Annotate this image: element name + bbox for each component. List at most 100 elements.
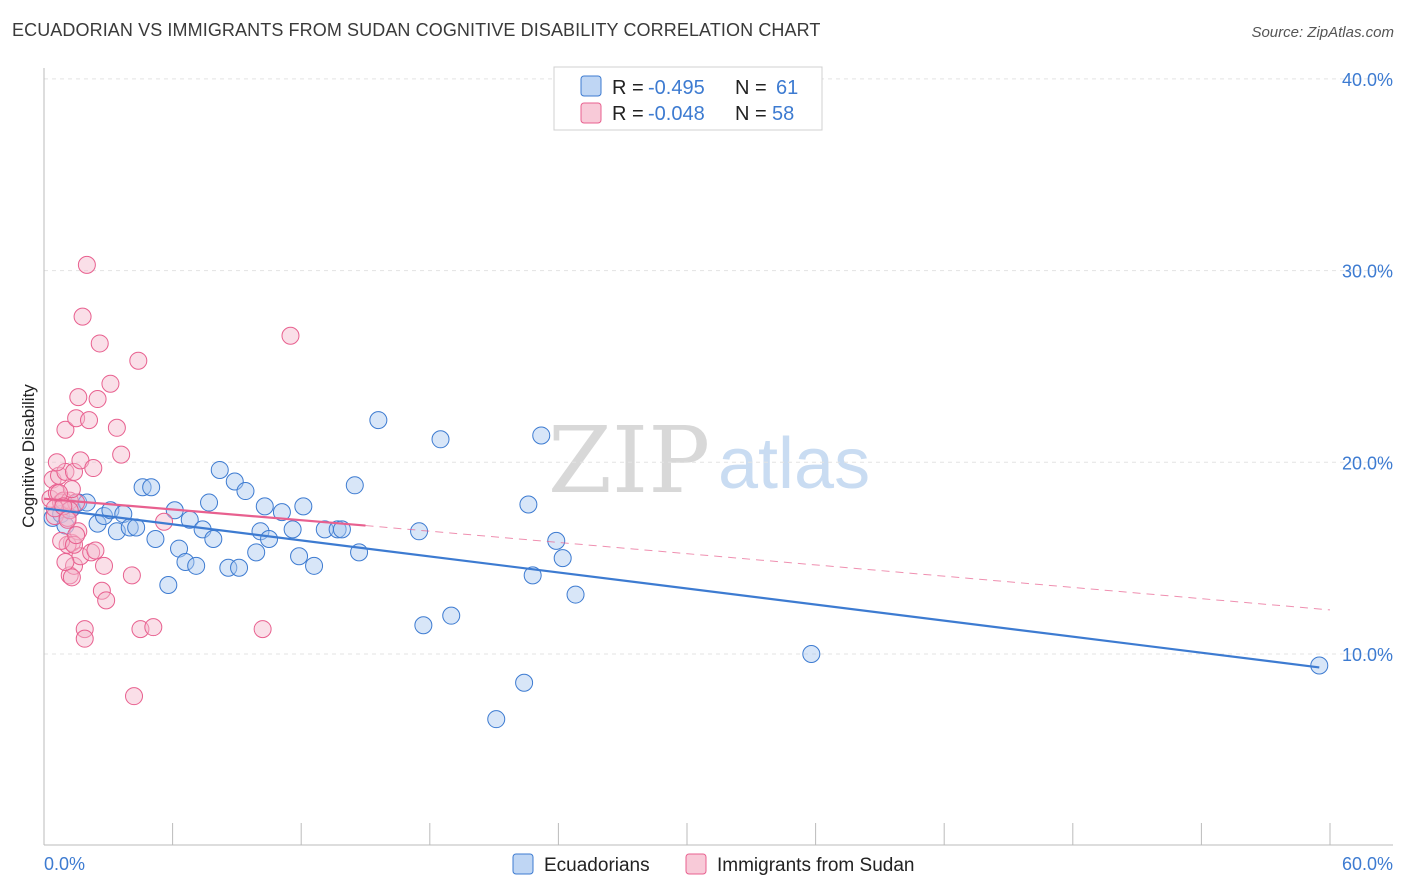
point-sudan	[95, 556, 114, 575]
point-ecuadorian	[345, 476, 364, 495]
legend-swatch-blue	[580, 75, 602, 97]
point-ecuadorian	[802, 645, 821, 663]
trend-line-sudan	[43, 497, 366, 527]
point-sudan	[50, 483, 69, 502]
legend-n-value-blue: 61	[776, 77, 798, 99]
point-ecuadorian	[260, 529, 279, 548]
legend-r-value-pink: -0.048	[648, 103, 705, 125]
point-sudan	[75, 620, 94, 639]
point-ecuadorian	[523, 566, 542, 585]
y-tick-label: 40.0%	[1342, 70, 1393, 90]
point-ecuadorian	[219, 558, 238, 577]
point-ecuadorian	[431, 430, 450, 449]
x-tick-label-max: 60.0%	[1342, 854, 1393, 874]
watermark-atlas: atlas	[718, 424, 870, 504]
point-ecuadorian	[247, 543, 266, 562]
point-sudan	[47, 453, 66, 472]
point-sudan	[58, 510, 77, 529]
chart-title: ECUADORIAN VS IMMIGRANTS FROM SUDAN COGN…	[12, 20, 821, 40]
point-sudan	[88, 390, 107, 409]
point-ecuadorian	[200, 493, 219, 512]
point-sudan	[112, 445, 131, 464]
legend-n-label-blue: N =	[735, 77, 767, 99]
point-sudan	[65, 462, 84, 481]
series-legend: Ecuadorians Immigrants from Sudan	[512, 853, 914, 876]
legend-n-label-pink: N =	[735, 103, 767, 125]
y-tick-labels: 10.0% 20.0% 30.0% 40.0%	[1342, 70, 1393, 665]
trend-line-sudan-extension	[365, 525, 1331, 611]
series-legend-swatch-pink	[685, 853, 707, 875]
point-ecuadorian	[283, 520, 302, 539]
x-tick-label-min: 0.0%	[44, 854, 85, 874]
point-ecuadorian	[159, 575, 178, 594]
y-tick-label: 30.0%	[1342, 262, 1393, 282]
watermark-zip: ZIP	[548, 407, 710, 514]
point-sudan	[125, 687, 144, 706]
point-ecuadorian	[519, 495, 538, 514]
point-sudan	[281, 326, 300, 345]
point-ecuadorian	[187, 556, 206, 575]
point-ecuadorian	[547, 531, 566, 550]
chart-source: Source: ZipAtlas.com	[1251, 24, 1394, 41]
point-ecuadorian	[210, 460, 229, 479]
series-legend-swatch-blue	[512, 853, 534, 875]
x-ticks	[43, 823, 1331, 845]
series-sudan	[41, 255, 300, 706]
point-ecuadorian	[328, 520, 347, 539]
point-sudan	[73, 307, 92, 326]
point-sudan	[122, 566, 141, 585]
point-ecuadorian	[294, 497, 313, 516]
point-ecuadorian	[236, 482, 255, 501]
correlation-legend: R = -0.495 N = 61 R = -0.048 N = 58	[553, 66, 823, 131]
legend-swatch-pink	[580, 102, 602, 124]
series-legend-label-ecuadorians: Ecuadorians	[544, 855, 650, 876]
point-ecuadorian	[332, 520, 351, 539]
legend-r-label-blue: R =	[612, 77, 644, 99]
point-ecuadorian	[515, 673, 534, 692]
y-axis-label: Cognitive Disability	[19, 384, 38, 528]
point-sudan	[144, 618, 163, 637]
point-ecuadorian	[204, 529, 223, 548]
point-sudan	[129, 351, 148, 370]
point-sudan	[92, 581, 111, 600]
point-ecuadorian	[146, 529, 165, 548]
point-ecuadorian	[230, 558, 249, 577]
point-sudan	[62, 568, 81, 587]
legend-n-value-pink: 58	[772, 103, 794, 125]
point-ecuadorian	[290, 547, 309, 566]
point-sudan	[107, 418, 126, 437]
point-ecuadorian	[176, 552, 195, 571]
trend-line-ecuadorians	[43, 507, 1320, 669]
point-sudan	[97, 591, 116, 610]
point-sudan	[56, 552, 75, 571]
y-tick-label: 20.0%	[1342, 453, 1393, 473]
point-sudan	[75, 629, 94, 648]
point-sudan	[253, 620, 272, 639]
point-ecuadorian	[553, 549, 572, 568]
point-ecuadorian	[369, 411, 388, 430]
trend-lines	[43, 497, 1331, 669]
legend-r-value-blue: -0.495	[648, 77, 705, 99]
point-ecuadorian	[142, 478, 161, 497]
point-sudan	[80, 411, 99, 430]
point-ecuadorian	[442, 606, 461, 625]
point-ecuadorian	[414, 616, 433, 635]
point-sudan	[67, 526, 86, 545]
point-sudan	[56, 420, 75, 439]
point-ecuadorian	[532, 426, 551, 445]
point-sudan	[90, 334, 109, 353]
point-ecuadorian	[305, 556, 324, 575]
series-legend-label-sudan: Immigrants from Sudan	[717, 855, 914, 876]
point-sudan	[65, 556, 84, 575]
point-sudan	[77, 255, 96, 274]
point-ecuadorian	[566, 585, 585, 604]
point-ecuadorian	[487, 710, 506, 729]
point-sudan	[86, 541, 105, 560]
point-sudan	[84, 459, 103, 478]
point-ecuadorian	[272, 503, 291, 522]
point-sudan	[101, 374, 120, 393]
point-ecuadorian	[410, 522, 429, 541]
point-ecuadorian	[255, 497, 274, 516]
point-sudan	[69, 388, 88, 407]
